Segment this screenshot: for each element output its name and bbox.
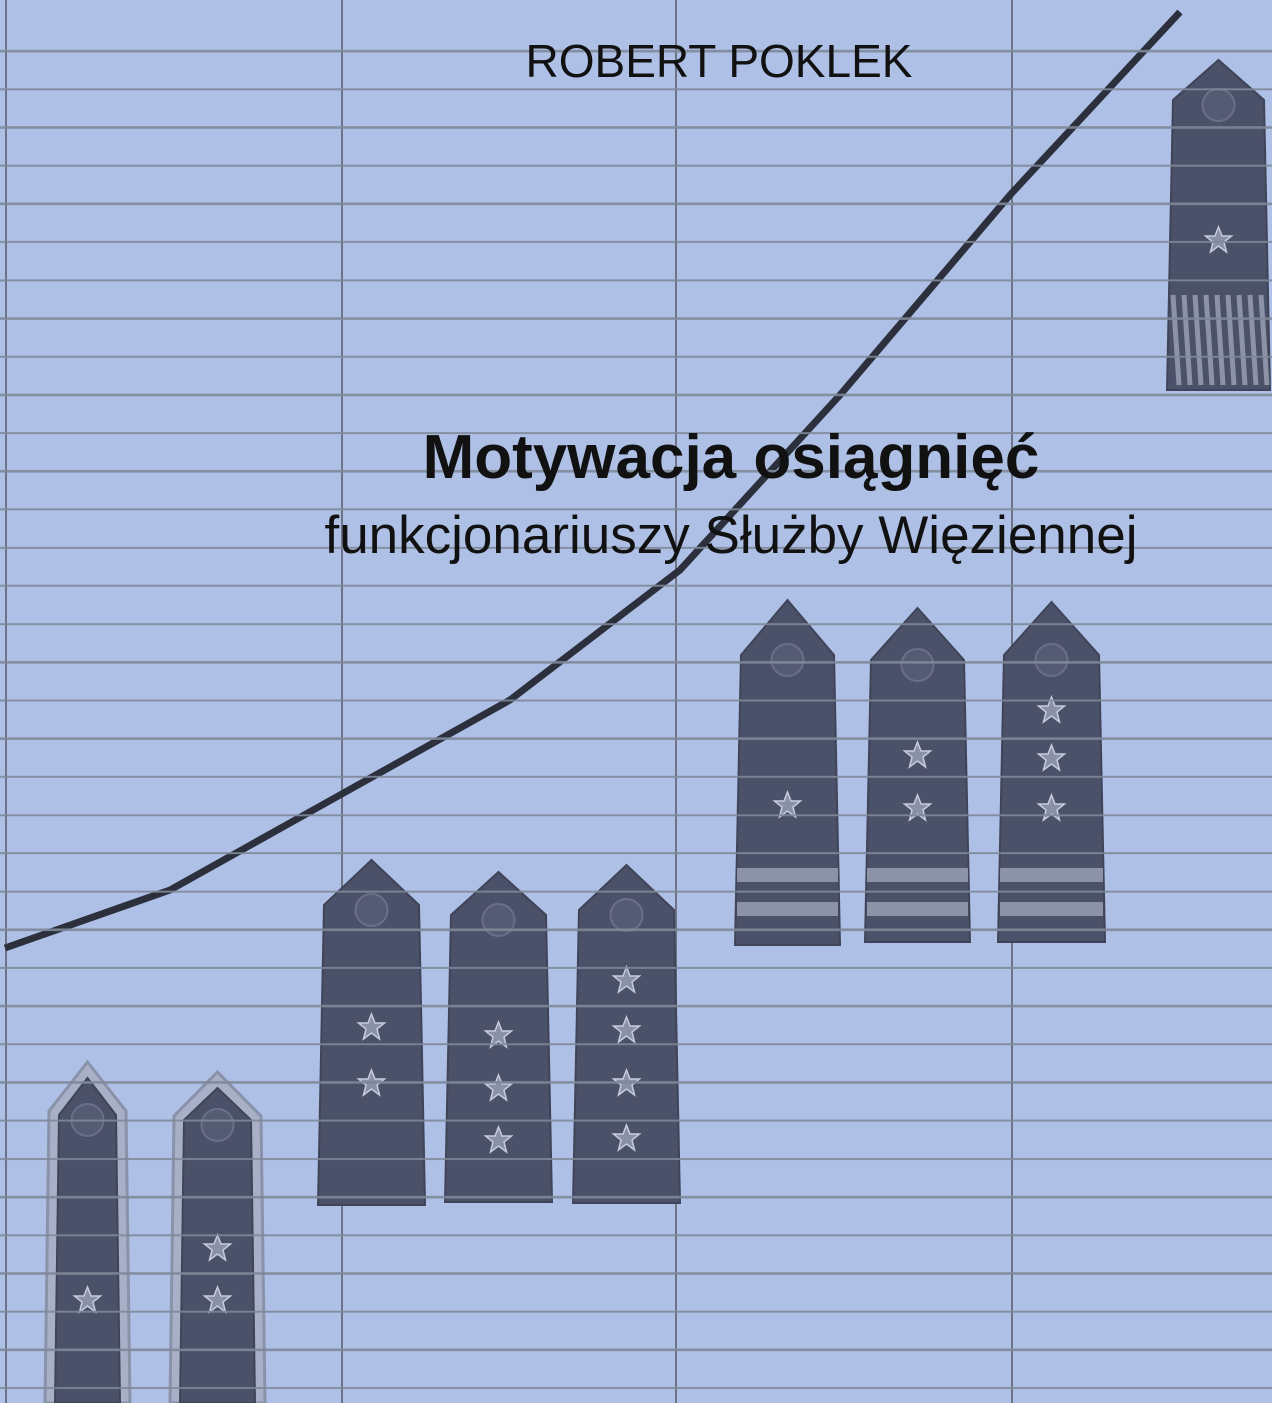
button	[1034, 643, 1069, 677]
stripe	[867, 868, 968, 882]
button	[200, 1108, 235, 1142]
epaulette	[571, 863, 682, 1204]
button	[1201, 88, 1236, 122]
stripe	[1000, 868, 1103, 882]
stripe	[737, 902, 838, 916]
title: Motywacja osiągnięć	[422, 423, 1040, 492]
author: ROBERT POKLEK	[525, 35, 913, 87]
subtitle: funkcjonariuszy Służby Więziennej	[324, 506, 1138, 565]
button	[354, 893, 389, 927]
epaulette	[863, 606, 972, 943]
button	[900, 648, 935, 682]
epaulette	[1165, 58, 1272, 391]
stripe	[867, 902, 968, 916]
epaulette	[168, 1069, 267, 1403]
button	[70, 1103, 105, 1137]
stripe	[737, 868, 838, 882]
button	[609, 898, 644, 932]
epaulette	[733, 598, 842, 946]
epaulettes	[43, 58, 1272, 1403]
epaulette	[443, 870, 554, 1203]
epaulette	[996, 600, 1107, 943]
stripe	[1000, 902, 1103, 916]
button	[770, 643, 805, 677]
epaulette	[43, 1059, 132, 1403]
button	[481, 903, 516, 937]
epaulette	[316, 858, 427, 1206]
